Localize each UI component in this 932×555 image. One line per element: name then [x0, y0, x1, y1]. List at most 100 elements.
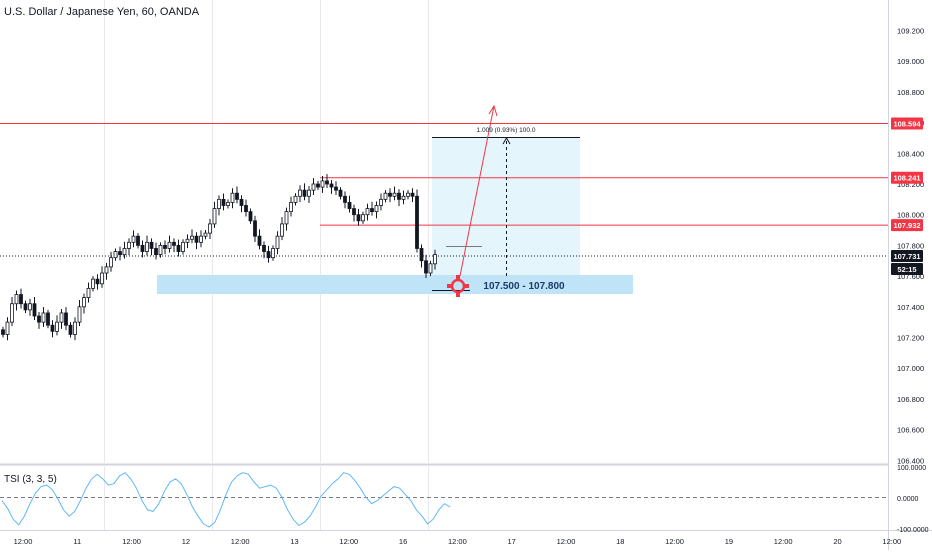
projection-arrow-line[interactable]: [459, 105, 495, 277]
tsi-tick-label: 0.0000: [897, 496, 919, 503]
candle-body: [347, 202, 352, 209]
price-label-box: [891, 117, 923, 130]
candle-body: [64, 312, 68, 326]
price-tick-label: 107.200: [897, 334, 924, 343]
candle-body: [77, 306, 82, 323]
price-axis[interactable]: 109.200109.000108.800108.600108.400108.2…: [897, 27, 929, 535]
candle-body: [136, 235, 140, 246]
candle-body: [73, 321, 77, 335]
candle-body: [154, 248, 158, 256]
candle-body: [167, 241, 172, 249]
candle-body: [406, 192, 410, 197]
candle-body: [158, 244, 163, 256]
candle-body: [329, 183, 334, 188]
price-label-text: 107.932: [893, 221, 920, 230]
candle-body: [41, 312, 46, 323]
candle-body: [181, 241, 185, 252]
candle-body: [419, 248, 424, 262]
time-tick-label: 19: [725, 537, 733, 546]
time-tick-label: 12:00: [231, 537, 250, 546]
price-tick-label: 106.600: [897, 426, 924, 435]
time-tick-label: 20: [833, 537, 841, 546]
price-label-box: [891, 219, 923, 232]
candle-body: [284, 211, 289, 225]
price-tick-label: 108.400: [897, 149, 924, 158]
candle-body: [325, 180, 329, 185]
price-label-text: 108.594: [893, 120, 921, 129]
candle-body: [127, 241, 131, 249]
candle-body: [113, 251, 118, 259]
price-tick-label: 107.600: [897, 272, 924, 281]
tsi-tick-label: 100.0000: [897, 465, 926, 472]
candle-body: [320, 180, 325, 188]
time-tick-label: 12:00: [448, 537, 467, 546]
time-tick-label: 12:00: [882, 537, 901, 546]
projection-label: 1.009 (0.93%) 100.0: [477, 127, 536, 134]
candle-body: [50, 324, 55, 332]
candle-body: [262, 244, 266, 252]
price-tick-label: 108.200: [897, 180, 924, 189]
candle-body: [352, 208, 356, 216]
candle-body: [185, 238, 190, 243]
candle-body: [1, 329, 5, 335]
candle-body: [118, 251, 122, 256]
price-tick-label: 106.800: [897, 395, 924, 404]
candle-body: [37, 315, 41, 323]
candle-body: [59, 312, 64, 323]
candle-body: [28, 303, 32, 311]
candle-body: [334, 186, 338, 191]
candle-body: [235, 192, 239, 200]
target-crosshair-icon[interactable]: [447, 275, 469, 297]
candle-body: [275, 235, 280, 249]
candle-body: [424, 260, 428, 274]
time-axis[interactable]: 12:00 11 12:00 12 12:00 13 12:00 16 12:00 17 12:00…: [14, 537, 932, 546]
candle-body: [82, 297, 86, 308]
candle-body: [338, 189, 343, 197]
candle-body: [163, 244, 167, 249]
candle-body: [370, 208, 374, 213]
symbol-title[interactable]: U.S. Dollar / Japanese Yen, 60, OANDA: [4, 6, 200, 18]
candle-body: [86, 287, 91, 298]
price-label-box: [891, 249, 923, 262]
tsi-indicator-label[interactable]: TSI (3, 3, 5): [4, 474, 57, 485]
tsi-tick-label: -100.0000: [897, 527, 929, 534]
time-tick-label: 12:00: [557, 537, 576, 546]
price-tick-label: 108.800: [897, 88, 924, 97]
price-label-text: 52:15: [897, 265, 916, 274]
time-tick-label: 17: [508, 537, 516, 546]
price-labels: 108.594 108.241 107.932 107.731 52:15: [891, 117, 923, 275]
candle-body: [415, 195, 419, 249]
tsi-line: [1, 472, 451, 528]
candle-body: [392, 192, 397, 197]
candle-body: [383, 192, 388, 200]
candle-body: [401, 195, 406, 200]
candle-body: [257, 235, 262, 246]
candle-body: [298, 189, 302, 197]
candle-body: [343, 195, 347, 203]
candle-body: [122, 248, 127, 256]
tsi-layer: [0, 472, 888, 528]
price-tick-label: 107.800: [897, 241, 924, 250]
price-label-text: 107.731: [893, 252, 920, 261]
support-zone[interactable]: [157, 275, 633, 294]
candle-body: [316, 183, 320, 188]
candle-body: [388, 192, 392, 197]
candle-body: [356, 214, 361, 222]
candle-body: [221, 198, 226, 206]
candle-body: [374, 205, 379, 213]
candle-body: [131, 235, 136, 243]
candle-body: [307, 189, 311, 197]
candle-body: [289, 202, 293, 213]
candle-body: [145, 241, 149, 252]
candle-body: [23, 303, 28, 311]
time-tick-label: 11: [73, 537, 81, 546]
candle-body: [55, 321, 59, 332]
projection-arrowhead-icon: [488, 104, 498, 117]
candle-body: [248, 211, 253, 222]
candle-body: [5, 321, 10, 335]
candle-body: [280, 223, 284, 237]
candle-body: [104, 266, 109, 274]
price-tick-label: 107.000: [897, 364, 924, 373]
price-tick-label: 107.400: [897, 303, 924, 312]
